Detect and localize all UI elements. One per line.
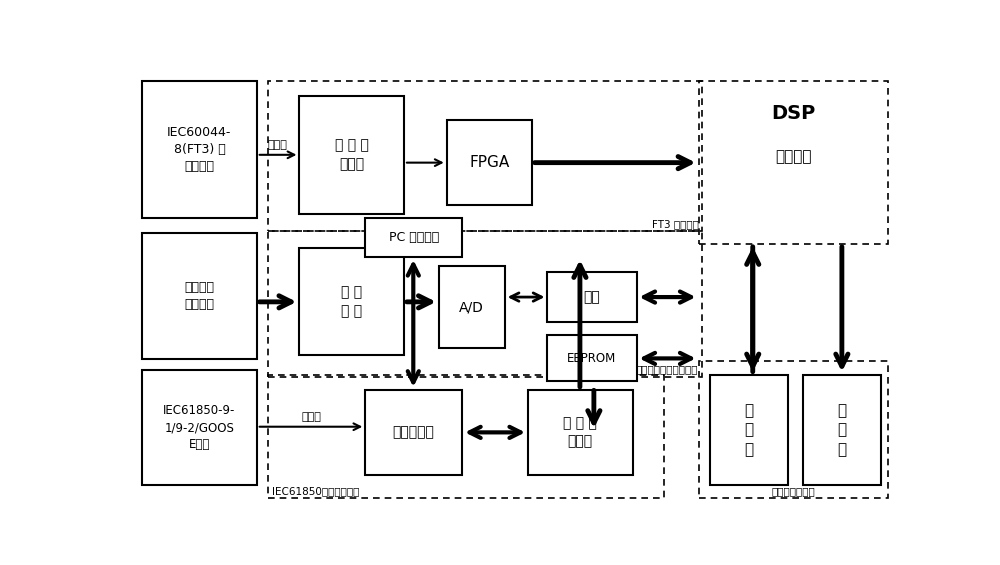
FancyBboxPatch shape <box>365 218 462 257</box>
FancyBboxPatch shape <box>547 336 637 381</box>
FancyBboxPatch shape <box>142 370 257 485</box>
FancyBboxPatch shape <box>439 266 505 349</box>
Text: FT3 解码模块: FT3 解码模块 <box>652 219 698 229</box>
FancyBboxPatch shape <box>447 120 532 205</box>
Text: DSP: DSP <box>771 104 815 123</box>
FancyBboxPatch shape <box>365 390 462 475</box>
Text: 光电交换机: 光电交换机 <box>393 425 435 439</box>
Text: 开关量检测模块: 开关量检测模块 <box>771 486 815 496</box>
Text: 小信号模
拟量输入: 小信号模 拟量输入 <box>184 281 214 311</box>
FancyBboxPatch shape <box>299 96 404 214</box>
Text: 光 电 转
换模块: 光 电 转 换模块 <box>335 138 369 171</box>
FancyBboxPatch shape <box>142 233 257 359</box>
FancyBboxPatch shape <box>528 390 633 475</box>
Text: 隔离: 隔离 <box>584 290 600 305</box>
Text: IEC61850-9-
1/9-2/GOOS
E报文: IEC61850-9- 1/9-2/GOOS E报文 <box>163 405 236 451</box>
FancyBboxPatch shape <box>803 375 881 485</box>
Text: FPGA: FPGA <box>469 155 509 170</box>
FancyBboxPatch shape <box>142 81 257 218</box>
Text: EEPROM: EEPROM <box>567 351 617 364</box>
Text: IEC61850报文解析模块: IEC61850报文解析模块 <box>272 486 360 496</box>
Text: IEC60044-
8(FT3) 光
信号输入: IEC60044- 8(FT3) 光 信号输入 <box>167 126 232 173</box>
Text: 开
出
量: 开 出 量 <box>837 403 846 457</box>
Text: 微控制器: 微控制器 <box>775 150 811 164</box>
Text: 开
入
量: 开 入 量 <box>744 403 753 457</box>
Text: PC 应用程序: PC 应用程序 <box>389 231 439 244</box>
Text: 光信号: 光信号 <box>268 141 288 150</box>
Text: 信 号
调 理: 信 号 调 理 <box>341 285 362 318</box>
Text: 光信号: 光信号 <box>301 412 321 423</box>
FancyBboxPatch shape <box>710 375 788 485</box>
Text: 小信号模拟量检测模块: 小信号模拟量检测模块 <box>636 364 698 375</box>
Text: A/D: A/D <box>459 300 484 314</box>
FancyBboxPatch shape <box>299 249 404 355</box>
Text: 以 太 网
控制器: 以 太 网 控制器 <box>563 416 597 449</box>
FancyBboxPatch shape <box>547 272 637 322</box>
